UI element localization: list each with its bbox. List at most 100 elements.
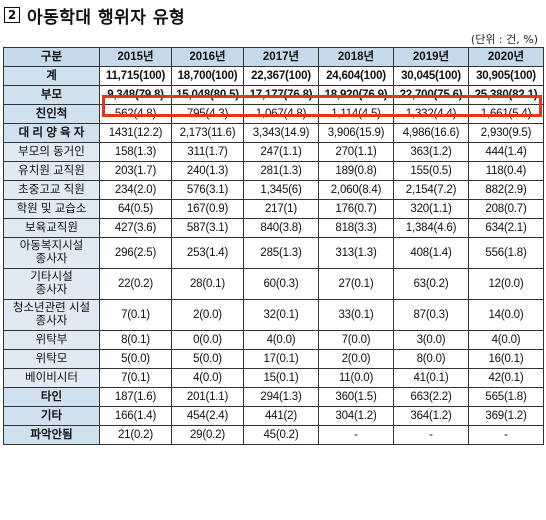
value-cell: 3,343(14.9) — [243, 123, 319, 143]
value-cell: 18,700(100) — [171, 66, 244, 86]
value-cell: 1,332(4.4) — [393, 104, 469, 124]
value-cell: 2,060(8.4) — [318, 180, 394, 200]
value-cell: 11(0.0) — [318, 368, 394, 388]
row-label: 대 리 양 육 자 — [3, 123, 100, 143]
value-cell: 25,380(82.1) — [468, 85, 544, 105]
row-label: 아동복지시설 종사자 — [3, 237, 100, 269]
value-cell: 1,345(6) — [243, 180, 319, 200]
value-cell: 427(3.6) — [99, 218, 172, 238]
value-cell: 5(0.0) — [99, 349, 172, 369]
value-cell: 270(1.1) — [318, 142, 394, 162]
value-cell: 158(1.3) — [99, 142, 172, 162]
row-label-line: 아동복지시설 — [19, 240, 84, 252]
value-cell: - — [318, 425, 394, 445]
row-label: 보육교직원 — [3, 218, 100, 238]
value-cell: 166(1.4) — [99, 406, 172, 426]
value-cell: 363(1.2) — [393, 142, 469, 162]
table-row: 학원 및 교습소 64(0.5) 167(0.9) 217(1) 176(0.7) 320… — [3, 199, 544, 219]
value-cell: 41(0.1) — [393, 368, 469, 388]
table-row: 기타시설 종사자 22(0.2) 28(0.1) 60(0.3) 27(0.1) 63(0.… — [3, 268, 544, 300]
value-cell: 22,700(75.6) — [393, 85, 469, 105]
value-cell: 294(1.3) — [243, 387, 319, 407]
header-year: 2015년 — [99, 47, 172, 67]
value-cell: 7(0.1) — [99, 299, 172, 331]
value-cell: 189(0.8) — [318, 161, 394, 181]
row-label: 청소년관련 시설 종사자 — [3, 299, 100, 331]
value-cell: 4(0.0) — [243, 330, 319, 350]
value-cell: 360(1.5) — [318, 387, 394, 407]
value-cell: 2,173(11.6) — [171, 123, 244, 143]
value-cell: 24,604(100) — [318, 66, 394, 86]
value-cell: 63(0.2) — [393, 268, 469, 300]
value-cell: 454(2.4) — [171, 406, 244, 426]
value-cell: 587(3.1) — [171, 218, 244, 238]
value-cell: 0(0.0) — [171, 330, 244, 350]
value-cell: 64(0.5) — [99, 199, 172, 219]
row-label: 기타 — [3, 406, 100, 426]
value-cell: 4(0.0) — [171, 368, 244, 388]
value-cell: 5(0.0) — [171, 349, 244, 369]
value-cell: 14(0.0) — [468, 299, 544, 331]
row-label: 기타시설 종사자 — [3, 268, 100, 300]
value-cell: 1431(12.2) — [99, 123, 172, 143]
row-label: 위탁모 — [3, 349, 100, 369]
value-cell: 663(2.2) — [393, 387, 469, 407]
value-cell: 408(1.4) — [393, 237, 469, 269]
value-cell: 296(2.5) — [99, 237, 172, 269]
header-year: 2017년 — [243, 47, 319, 67]
value-cell: 234(2.0) — [99, 180, 172, 200]
table-row: 대 리 양 육 자 1431(12.2) 2,173(11.6) 3,343(14.9… — [3, 123, 544, 143]
value-cell: 285(1.3) — [243, 237, 319, 269]
value-cell: 1,661(5.4) — [468, 104, 544, 124]
header-year: 2018년 — [318, 47, 394, 67]
value-cell: 444(1.4) — [468, 142, 544, 162]
value-cell: 167(0.9) — [171, 199, 244, 219]
table-row: 타인 187(1.6) 201(1.1) 294(1.3) 360(1.5) 663(2.… — [3, 387, 544, 407]
row-label: 부모의 동거인 — [3, 142, 100, 162]
value-cell: 818(3.3) — [318, 218, 394, 238]
header-year: 2019년 — [393, 47, 469, 67]
row-label: 계 — [3, 66, 100, 86]
row-label: 위탁부 — [3, 330, 100, 350]
value-cell: 187(1.6) — [99, 387, 172, 407]
value-cell: 565(1.8) — [468, 387, 544, 407]
abuser-type-table: 구분 2015년 2016년 2017년 2018년 2019년 2020년 계… — [3, 47, 544, 445]
value-cell: 22,367(100) — [243, 66, 319, 86]
section-number-box: 2 — [4, 7, 20, 23]
table-row: 부모의 동거인 158(1.3) 311(1.7) 247(1.1) 270(1.1) 3… — [3, 142, 544, 162]
value-cell: 634(2.1) — [468, 218, 544, 238]
value-cell: 1,384(4.6) — [393, 218, 469, 238]
table-row: 유치원 교직원 203(1.7) 240(1.3) 281(1.3) 189(0.8) 1… — [3, 161, 544, 181]
value-cell: 882(2.9) — [468, 180, 544, 200]
table-row: 친인척 562(4.8) 795(4.3) 1,067(4.8) 1,114(4.5) 1… — [3, 104, 544, 124]
value-cell: 562(4.8) — [99, 104, 172, 124]
value-cell: 176(0.7) — [318, 199, 394, 219]
table-row: 기타 166(1.4) 454(2.4) 441(2) 304(1.2) 364(1.2)… — [3, 406, 544, 426]
value-cell: 840(3.8) — [243, 218, 319, 238]
unit-label: (단위 : 건, %) — [470, 33, 538, 46]
value-cell: 27(0.1) — [318, 268, 394, 300]
row-label-line: 기타시설 — [30, 271, 73, 283]
value-cell: 28(0.1) — [171, 268, 244, 300]
value-cell: 576(3.1) — [171, 180, 244, 200]
value-cell: 15(0.1) — [243, 368, 319, 388]
value-cell: 118(0.4) — [468, 161, 544, 181]
row-label-line: 종사자 — [35, 315, 68, 327]
value-cell: 30,905(100) — [468, 66, 544, 86]
value-cell: 3,906(15.9) — [318, 123, 394, 143]
table-row: 부모 9,348(79.8) 15,048(80.5) 17,177(76.8) 18,… — [3, 85, 544, 105]
value-cell: 29(0.2) — [171, 425, 244, 445]
value-cell: 8(0.0) — [393, 349, 469, 369]
value-cell: 2,154(7.2) — [393, 180, 469, 200]
value-cell: 313(1.3) — [318, 237, 394, 269]
value-cell: 32(0.1) — [243, 299, 319, 331]
row-label: 초중고교 직원 — [3, 180, 100, 200]
value-cell: 11,715(100) — [99, 66, 172, 86]
value-cell: 556(1.8) — [468, 237, 544, 269]
value-cell: 1,114(4.5) — [318, 104, 394, 124]
table-row: 아동복지시설 종사자 296(2.5) 253(1.4) 285(1.3) 313(1.3… — [3, 237, 544, 269]
row-label: 타인 — [3, 387, 100, 407]
row-label-line: 청소년관련 시설 — [12, 302, 91, 314]
table-row: 계 11,715(100) 18,700(100) 22,367(100) 24,604… — [3, 66, 544, 86]
value-cell: 60(0.3) — [243, 268, 319, 300]
